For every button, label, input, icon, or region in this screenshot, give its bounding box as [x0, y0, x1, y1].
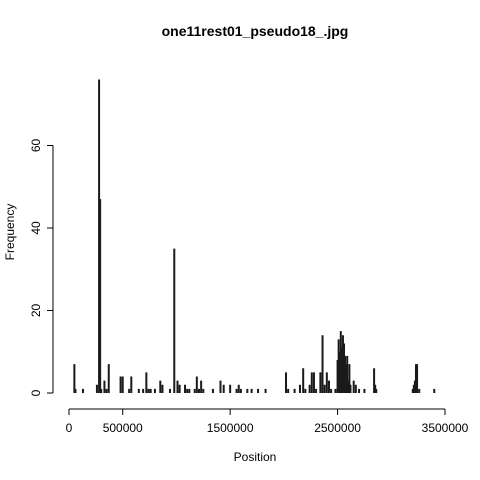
- bar-42: [251, 389, 253, 393]
- bar-13: [130, 377, 132, 394]
- bar-8: [106, 389, 108, 393]
- bar-35: [219, 381, 221, 393]
- bar-37: [229, 385, 231, 393]
- bar-76: [355, 385, 357, 393]
- bar-55: [319, 372, 321, 393]
- bar-53: [313, 372, 315, 393]
- chart-title: one11rest01_pseudo18_.jpg: [162, 23, 349, 39]
- bar-40: [240, 389, 242, 393]
- y-tick-label-1: 20: [29, 304, 43, 318]
- bar-58: [326, 372, 328, 393]
- bar-27: [186, 389, 188, 393]
- bar-19: [154, 389, 156, 393]
- bar-33: [202, 389, 204, 393]
- bar-61: [334, 389, 336, 393]
- bar-23: [173, 249, 175, 393]
- bar-38: [236, 389, 238, 393]
- bar-10: [120, 377, 122, 394]
- bars-group: [73, 80, 435, 394]
- y-tick-label-0: 0: [29, 389, 43, 396]
- bar-60: [330, 389, 332, 393]
- bar-44: [265, 389, 267, 393]
- bar-1: [74, 389, 76, 393]
- bar-14: [138, 389, 140, 393]
- bar-9: [108, 364, 110, 393]
- bar-74: [349, 385, 351, 393]
- bar-87: [418, 389, 420, 393]
- x-tick-label-2: 1500000: [207, 421, 254, 435]
- bar-49: [302, 368, 304, 393]
- bar-0: [73, 364, 75, 393]
- bar-6: [100, 389, 102, 393]
- bar-26: [184, 385, 186, 393]
- bar-18: [150, 389, 152, 393]
- bar-77: [358, 389, 360, 393]
- bar-3: [96, 385, 98, 393]
- bar-32: [200, 381, 202, 393]
- bar-57: [324, 385, 326, 393]
- y-axis-label: Frequency: [3, 204, 17, 261]
- bar-17: [148, 389, 150, 393]
- bar-56: [322, 335, 324, 393]
- bar-52: [311, 372, 313, 393]
- bar-41: [246, 389, 248, 393]
- x-axis: 0 500000 1500000 2500000 3500000: [66, 409, 469, 435]
- bar-28: [188, 389, 190, 393]
- bar-59: [328, 381, 330, 393]
- bar-36: [223, 385, 225, 393]
- bar-43: [257, 389, 259, 393]
- bar-5: [99, 199, 101, 393]
- bar-7: [103, 381, 105, 393]
- bar-48: [299, 385, 301, 393]
- bar-81: [375, 389, 377, 393]
- bar-24: [177, 381, 179, 393]
- bar-78: [363, 389, 365, 393]
- x-tick-label-4: 3500000: [422, 421, 469, 435]
- bar-86: [416, 364, 418, 393]
- bar-16: [145, 372, 147, 393]
- bar-30: [196, 377, 198, 394]
- x-axis-label: Position: [234, 450, 277, 464]
- bar-75: [353, 381, 355, 393]
- bar-46: [287, 389, 289, 393]
- bar-20: [159, 381, 161, 393]
- x-tick-label-1: 500000: [103, 421, 143, 435]
- y-tick-label-3: 60: [29, 139, 43, 153]
- bar-51: [309, 385, 311, 393]
- bar-88: [433, 389, 435, 393]
- x-tick-label-0: 0: [66, 421, 73, 435]
- bar-31: [198, 389, 200, 393]
- bar-45: [285, 372, 287, 393]
- bar-15: [142, 389, 144, 393]
- y-axis: 0 20 40 60: [29, 139, 53, 397]
- bar-25: [179, 385, 181, 393]
- x-tick-label-3: 2500000: [314, 421, 361, 435]
- bar-39: [238, 385, 240, 393]
- bar-29: [194, 389, 196, 393]
- bar-12: [128, 389, 130, 393]
- bar-22: [169, 389, 171, 393]
- bar-34: [212, 389, 214, 393]
- bar-21: [161, 385, 163, 393]
- bar-47: [294, 389, 296, 393]
- y-tick-label-2: 40: [29, 221, 43, 235]
- bar-50: [304, 389, 306, 393]
- bar-11: [122, 377, 124, 394]
- bar-2: [82, 389, 84, 393]
- bar-54: [315, 389, 317, 393]
